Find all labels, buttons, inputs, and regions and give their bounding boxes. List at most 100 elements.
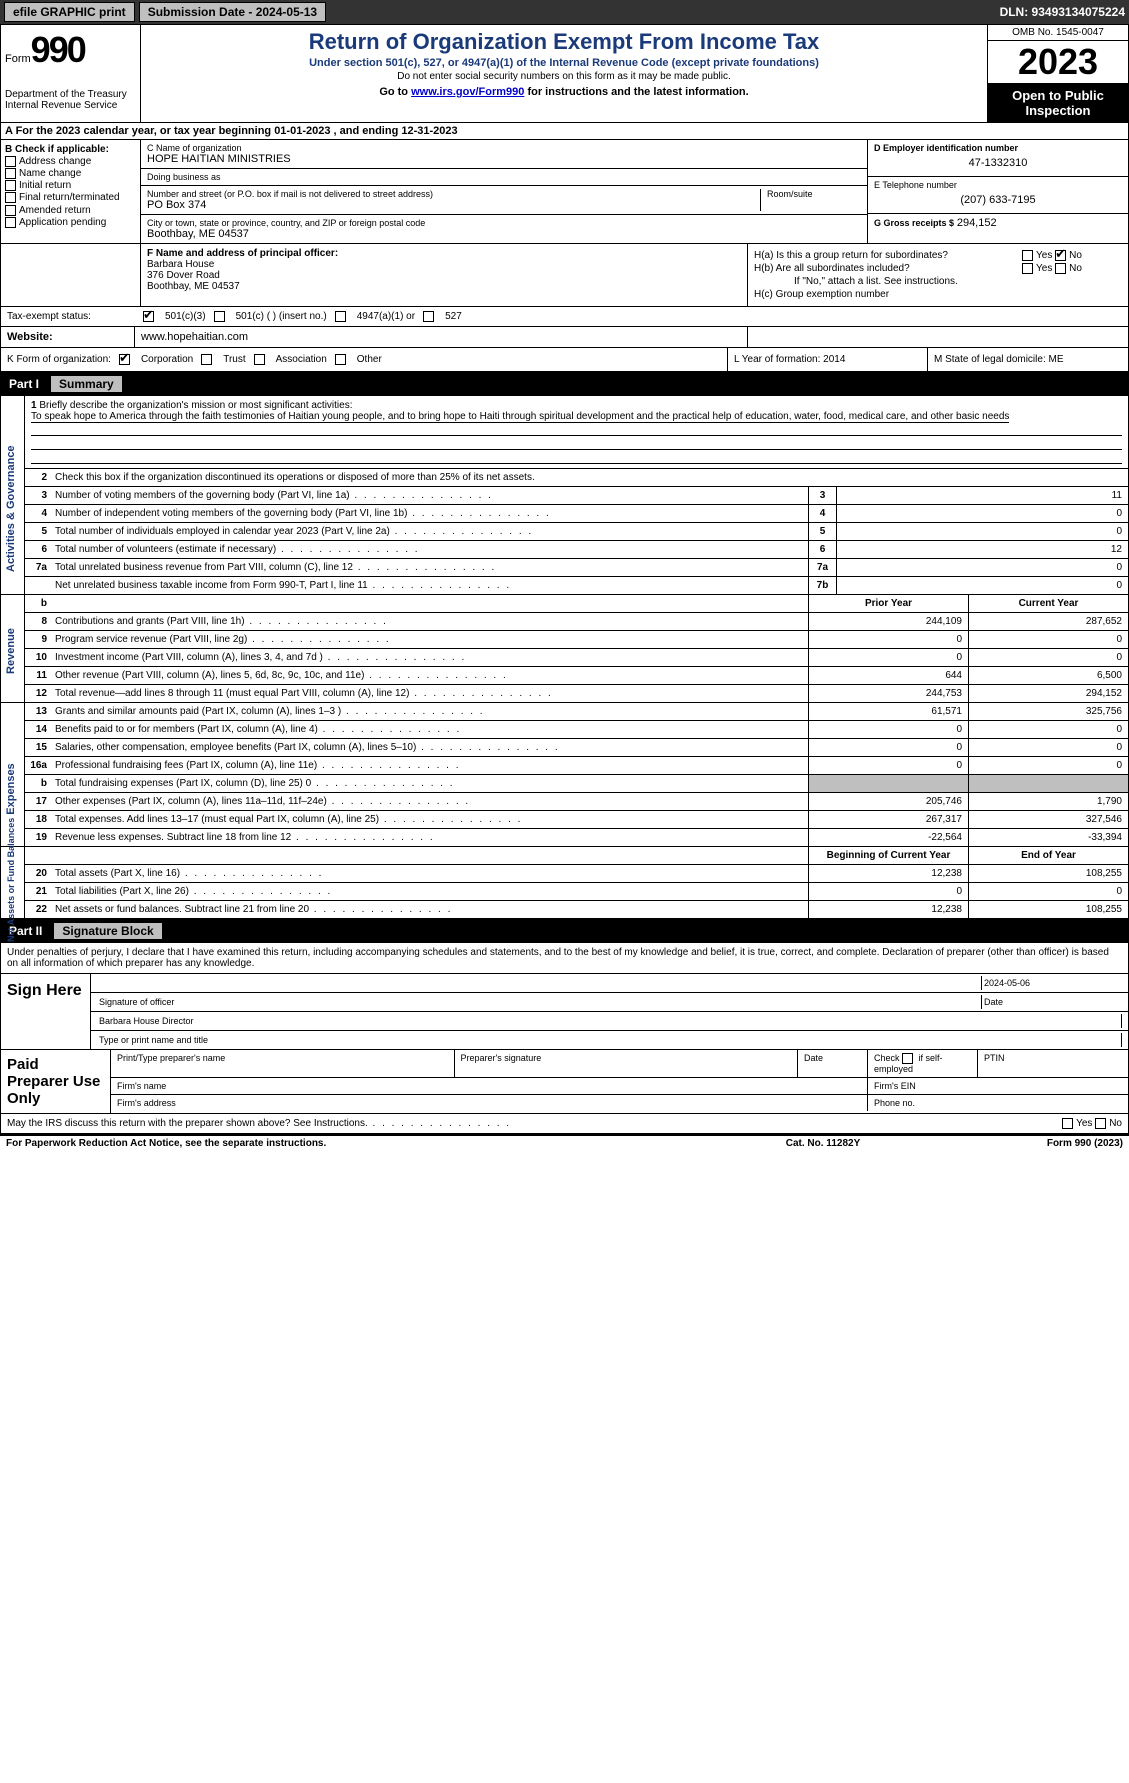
header-mid: Return of Organization Exempt From Incom… [141, 25, 988, 122]
sig-date: 2024-05-06 [982, 976, 1122, 990]
row-i: Tax-exempt status: 501(c)(3) 501(c) ( ) … [0, 307, 1129, 327]
gross-label: G Gross receipts $ [874, 218, 954, 228]
submission-date: Submission Date - 2024-05-13 [139, 2, 326, 22]
f-left-spacer [1, 244, 141, 306]
col-b: B Check if applicable: Address change Na… [1, 140, 141, 243]
ha-yes[interactable] [1022, 250, 1033, 261]
hb-yes[interactable] [1022, 263, 1033, 274]
sig-name: Barbara House Director [97, 1014, 1122, 1028]
chk-final-return[interactable] [5, 192, 16, 203]
na-header-row: Beginning of Current Year End of Year [25, 847, 1128, 865]
state-domicile: ME [1049, 354, 1064, 365]
part-ii-header: Part II Signature Block [0, 919, 1129, 943]
rev-section: Revenue b Prior Year Current Year 8Contr… [0, 595, 1129, 703]
part-i-header: Part I Summary [0, 372, 1129, 396]
data-row: 11Other revenue (Part VIII, column (A), … [25, 667, 1128, 685]
officer-name: Barbara House [147, 259, 741, 270]
data-row: 18Total expenses. Add lines 13–17 (must … [25, 811, 1128, 829]
city-value: Boothbay, ME 04537 [147, 228, 861, 240]
addr-label: Number and street (or P.O. box if mail i… [147, 189, 754, 199]
goto-link[interactable]: www.irs.gov/Form990 [411, 86, 524, 98]
gov-row: 3Number of voting members of the governi… [25, 487, 1128, 505]
na-section: Net Assets or Fund Balances Beginning of… [0, 847, 1129, 919]
gross-value: 294,152 [957, 217, 997, 229]
sign-here-block: Sign Here 2024-05-06 Signature of office… [0, 974, 1129, 1050]
gov-row: Net unrelated business taxable income fr… [25, 577, 1128, 594]
form-ref: Form 990 (2023) [923, 1138, 1123, 1149]
discuss-row: May the IRS discuss this return with the… [0, 1114, 1129, 1134]
irs-label: Internal Revenue Service [5, 100, 136, 111]
chk-initial-return[interactable] [5, 180, 16, 191]
chk-527[interactable] [423, 311, 434, 322]
data-row: 19Revenue less expenses. Subtract line 1… [25, 829, 1128, 846]
hb-no[interactable] [1055, 263, 1066, 274]
j-right-spacer [748, 327, 1128, 347]
footer-bar: For Paperwork Reduction Act Notice, see … [0, 1134, 1129, 1151]
part-i-num: Part I [9, 377, 39, 391]
data-row: 14Benefits paid to or for members (Part … [25, 721, 1128, 739]
chk-amended-return[interactable] [5, 205, 16, 216]
discuss-yes[interactable] [1062, 1118, 1073, 1129]
preparer-label: Paid Preparer Use Only [1, 1050, 111, 1113]
chk-501c[interactable] [214, 311, 225, 322]
part-i-title: Summary [51, 376, 122, 392]
chk-address-change[interactable] [5, 156, 16, 167]
room-label: Room/suite [767, 189, 861, 199]
form-number: 990 [31, 29, 85, 70]
gov-row: 7aTotal unrelated business revenue from … [25, 559, 1128, 577]
col-d: D Employer identification number 47-1332… [868, 140, 1128, 243]
dba-label: Doing business as [147, 172, 861, 182]
data-row: 13Grants and similar amounts paid (Part … [25, 703, 1128, 721]
top-bar: efile GRAPHIC print Submission Date - 20… [0, 0, 1129, 24]
hb-label: H(b) Are all subordinates included? [754, 263, 1022, 274]
officer-label: F Name and address of principal officer: [147, 248, 741, 259]
gov-row: 6Total number of volunteers (estimate if… [25, 541, 1128, 559]
tax-status-label: Tax-exempt status: [7, 311, 135, 322]
sig-intro: Under penalties of perjury, I declare th… [0, 943, 1129, 974]
sig-name-label: Type or print name and title [97, 1033, 1122, 1047]
data-row: 12Total revenue—add lines 8 through 11 (… [25, 685, 1128, 702]
org-name: HOPE HAITIAN MINISTRIES [147, 153, 861, 165]
officer-addr1: 376 Dover Road [147, 270, 741, 281]
row-k: K Form of organization: Corporation Trus… [0, 348, 1129, 372]
chk-name-change[interactable] [5, 168, 16, 179]
data-row: 10Investment income (Part VIII, column (… [25, 649, 1128, 667]
chk-4947[interactable] [335, 311, 346, 322]
prior-year-hdr: Prior Year [808, 595, 968, 612]
officer-addr2: Boothbay, ME 04537 [147, 281, 741, 292]
part-ii-title: Signature Block [54, 923, 161, 939]
data-row: 22Net assets or fund balances. Subtract … [25, 901, 1128, 918]
h-section: H(a) Is this a group return for subordin… [748, 244, 1128, 306]
chk-corporation[interactable] [119, 354, 130, 365]
ha-no[interactable] [1055, 250, 1066, 261]
chk-other[interactable] [335, 354, 346, 365]
f-officer: F Name and address of principal officer:… [141, 244, 748, 306]
form-subtitle1: Under section 501(c), 527, or 4947(a)(1)… [145, 57, 983, 69]
chk-application-pending[interactable] [5, 217, 16, 228]
hb-note: If "No," attach a list. See instructions… [754, 276, 1122, 287]
data-row: 21Total liabilities (Part X, line 26)00 [25, 883, 1128, 901]
ein-value: 47-1332310 [874, 153, 1122, 173]
form-title: Return of Organization Exempt From Incom… [145, 29, 983, 55]
chk-association[interactable] [254, 354, 265, 365]
chk-trust[interactable] [201, 354, 212, 365]
form-subtitle2: Do not enter social security numbers on … [145, 71, 983, 82]
col-b-label: B Check if applicable: [5, 144, 136, 155]
sig-officer-label: Signature of officer [97, 995, 982, 1009]
goto-line: Go to www.irs.gov/Form990 for instructio… [145, 86, 983, 98]
chk-self-employed[interactable] [902, 1053, 913, 1064]
efile-print-button[interactable]: efile GRAPHIC print [4, 2, 135, 22]
sidetab-na: Net Assets or Fund Balances [6, 842, 16, 942]
city-label: City or town, state or province, country… [147, 218, 861, 228]
website-value: www.hopehaitian.com [135, 327, 748, 347]
hc-label: H(c) Group exemption number [754, 289, 1122, 300]
pra-notice: For Paperwork Reduction Act Notice, see … [6, 1138, 723, 1149]
data-row: 20Total assets (Part X, line 16)12,23810… [25, 865, 1128, 883]
header-right: OMB No. 1545-0047 2023 Open to Public In… [988, 25, 1128, 122]
header-left: Form990 Department of the Treasury Inter… [1, 25, 141, 122]
sidetab-gov: Activities & Governance [5, 452, 17, 572]
preparer-block: Paid Preparer Use Only Print/Type prepar… [0, 1050, 1129, 1114]
discuss-no[interactable] [1095, 1118, 1106, 1129]
gov-section: Activities & Governance 1 Briefly descri… [0, 396, 1129, 595]
chk-501c3[interactable] [143, 311, 154, 322]
